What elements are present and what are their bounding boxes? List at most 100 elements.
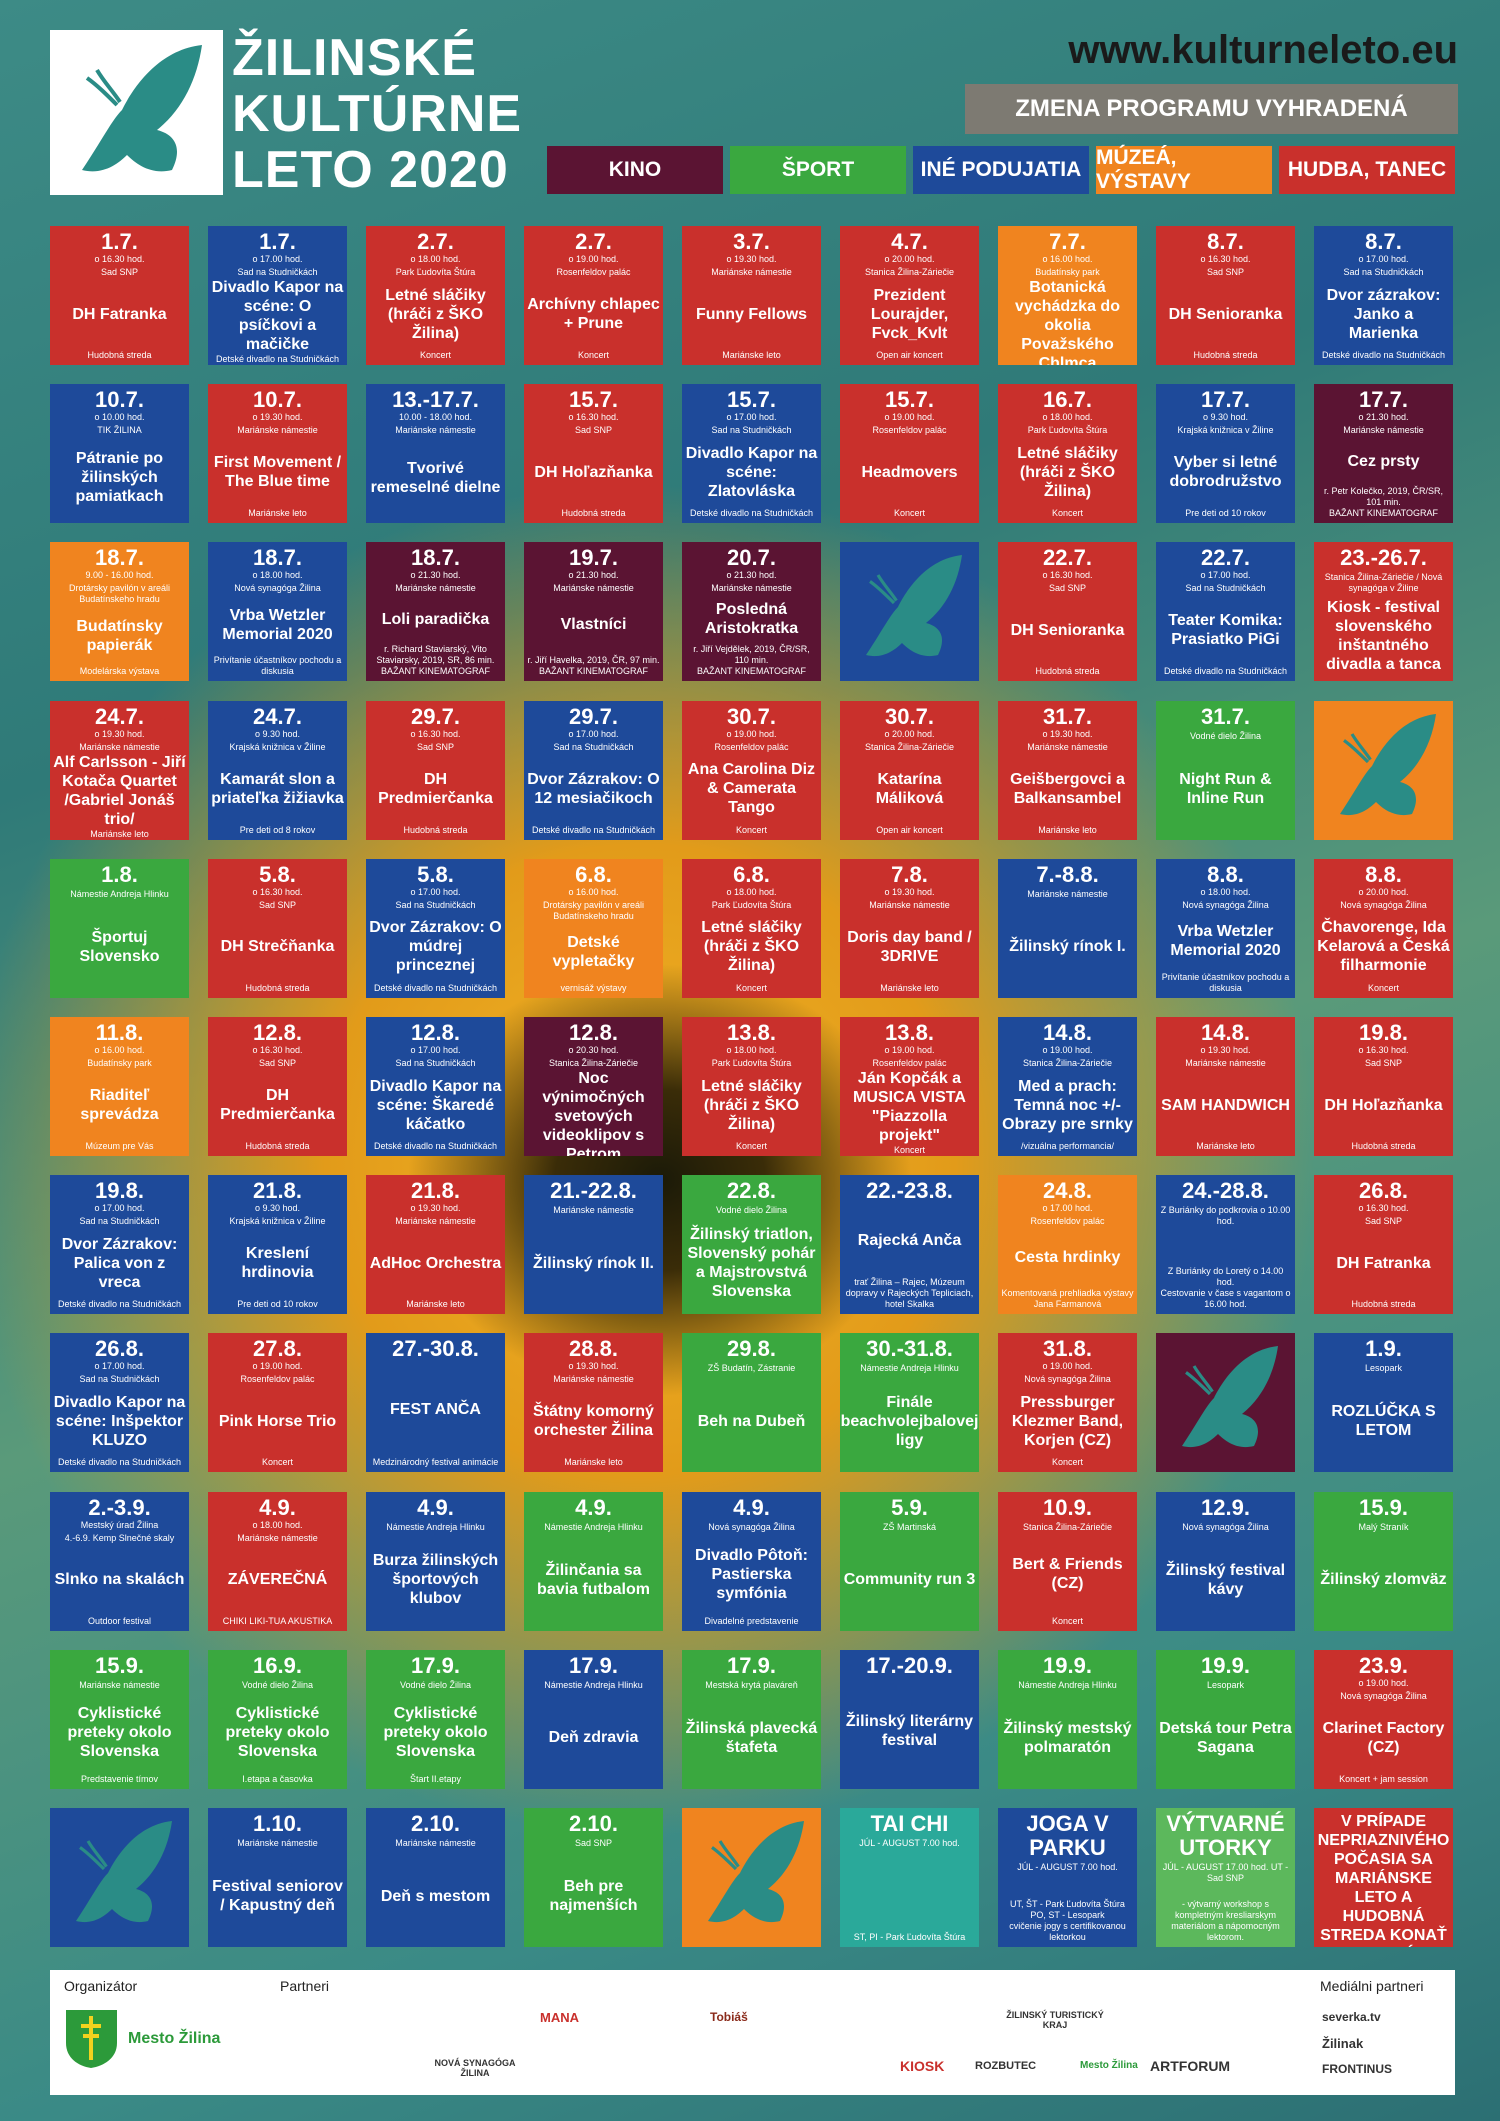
event-place: Sad SNP [574, 425, 613, 436]
event-date: 21.8. [411, 1178, 460, 1204]
event-date: 7.7. [1049, 229, 1086, 254]
event-time: o 19.00 hod. [726, 728, 777, 739]
event-time: o 9.30 hod. [254, 728, 301, 739]
event-date: 1.7. [101, 229, 138, 254]
event-place: Lesopark [1206, 1679, 1245, 1690]
event-time: o 9.30 hod. [1202, 412, 1249, 423]
event-note: Z Buriánky do Loretý o 14.00 hod. Cestov… [1160, 1266, 1291, 1310]
event-title: Žilinčania sa bavia futbalom [537, 1561, 650, 1598]
partner-rozbutec: ROZBUTEC [975, 2060, 1037, 2072]
event-time: o 16.30 hod. [94, 254, 145, 264]
event-tile: 29.8. ZŠ Budatín, Zástranie Beh na Dubeň [682, 1333, 821, 1473]
event-time: o 21.30 hod. [568, 570, 619, 581]
event-place: Rosenfeldov palác [714, 741, 789, 752]
event-place: Mariánske námestie [79, 1679, 160, 1690]
event-tile: 12.8. o 16.30 hod. Sad SNP DH Predmierčanka… [208, 1017, 347, 1156]
media-severka: severka.tv [1322, 2010, 1381, 2024]
event-place: Sad SNP [258, 1058, 297, 1068]
event-title: Vrba Wetzler Memorial 2020 [1170, 923, 1281, 960]
event-title: Dvor zázrakov: Janko a Marienka [1326, 286, 1441, 342]
event-title: Žilinský mestský polmaratón [1003, 1719, 1132, 1756]
event-time: o 19.30 hod. [1200, 1045, 1251, 1055]
event-date: 29.7. [569, 703, 618, 729]
event-time: 9.00 - 16.00 hod. [85, 570, 154, 581]
event-date: 27.-30.8. [392, 1336, 479, 1362]
event-date: 19.7. [569, 545, 618, 571]
event-title: Žilinský rínok I. [1009, 938, 1126, 956]
event-tile: 10.7. o 19.30 hod. Mariánske námestie First… [208, 384, 347, 524]
event-date: 15.7. [569, 387, 618, 413]
event-title: Loli paradička [381, 610, 490, 628]
event-date: 17.7. [1359, 387, 1408, 413]
legend-muzea-vystavy: MÚZEÁ, VÝSTAVY [1096, 146, 1272, 194]
event-note: Mariánske leto [90, 828, 149, 839]
event-title: Štátny komorný orchester Žilina [533, 1403, 654, 1440]
event-place: JÚL - AUGUST 7.00 hod. [859, 1838, 960, 1848]
event-place: Drotársky pavilón v areáli Budatínskeho … [68, 583, 171, 605]
event-tile: 19.8. o 16.30 hod. Sad SNP DH Hoľazňanka Hud… [1314, 1017, 1453, 1156]
event-place: Park Ľudovíta Štúra [395, 267, 476, 277]
event-tile: 6.8. o 16.00 hod. Drotársky pavilón v areá… [524, 858, 663, 998]
event-place: JÚL - AUGUST 17.00 hod. UT - Sad SNP [1162, 1862, 1289, 1883]
event-date: 10.7. [253, 387, 302, 413]
event-title: Divadlo Kapor na scéne: O psíčkovi a mač… [211, 279, 344, 353]
event-title: Rajecká Anča [857, 1231, 962, 1249]
event-title: Headmovers [861, 463, 958, 481]
event-note: I.etapa a časovka [242, 1773, 313, 1784]
event-tile: 5.8. o 16.30 hod. Sad SNP DH Strečňanka Hudo… [208, 858, 347, 998]
event-place: Mariánske námestie [711, 583, 792, 594]
event-place: Sad na Studničkách [395, 1058, 476, 1068]
event-tile: 15.9. Malý Straník Žilinský zlomväz [1314, 1491, 1453, 1631]
event-title: Divadlo Kapor na scéne: Škaredé káčatko [369, 1077, 502, 1133]
event-place: Námestie Andreja Hlinku [544, 1679, 643, 1690]
event-note: - výtvarný workshop s kompletným kreslia… [1171, 1899, 1280, 1942]
event-place: Krajská knižnica v Žiline [229, 1216, 326, 1227]
event-date: 12.8. [569, 1020, 618, 1045]
event-place: ZŠ Budatín, Zástranie [707, 1363, 796, 1374]
event-time: o 18.00 hod. [252, 570, 303, 581]
event-title: DH Predmierčanka [220, 1087, 335, 1123]
event-note: CHIKI LIKI-TUA AKUSTIKA [222, 1615, 333, 1626]
event-tile: 17.9. Námestie Andreja Hlinku Deň zdravia [524, 1649, 663, 1789]
event-tile: 19.9. Námestie Andreja Hlinku Žilinský mes… [998, 1649, 1137, 1789]
butterfly-icon [850, 549, 970, 674]
event-date: 4.9. [575, 1494, 612, 1520]
event-date: 3.7. [733, 229, 770, 254]
event-note: Pre deti od 10 rokov [1185, 508, 1266, 519]
event-title: Finále beachvolejbalovej ligy [840, 1393, 979, 1449]
event-date: 5.8. [417, 861, 454, 887]
program-change-notice: ZMENA PROGRAMU VYHRADENÁ [965, 84, 1458, 134]
event-time: o 19.30 hod. [410, 1203, 461, 1214]
website-url[interactable]: www.kulturneleto.eu [1068, 28, 1458, 72]
event-title: Čhavorenge, Ida Kelarová a Česká filharm… [1317, 919, 1450, 975]
event-place: Sad SNP [100, 267, 139, 277]
event-place: Mariánske námestie [237, 425, 318, 436]
event-date: 29.7. [411, 703, 460, 729]
event-title: Alf Carlsson - Jiří Kotača Quartet /Gabr… [53, 753, 186, 828]
event-place: Stanica Žilina-Záriečie [548, 1058, 639, 1068]
event-title: Vrba Wetzler Memorial 2020 [222, 606, 333, 643]
event-title: Night Run & Inline Run [1179, 770, 1272, 807]
event-place: Sad SNP [416, 741, 455, 752]
event-place: Vodné dielo Žilina [399, 1679, 472, 1690]
event-date: 17.7. [1201, 387, 1250, 413]
event-time: o 19.30 hod. [252, 412, 303, 423]
event-date: 19.9. [1201, 1652, 1250, 1678]
event-date: 8.7. [1365, 229, 1402, 254]
event-time: o 20.30 hod. [568, 1045, 619, 1055]
partner-nova-synagoga: NOVÁ SYNAGÓGA ŽILINA [434, 2058, 516, 2078]
event-note: Koncert [1051, 1457, 1084, 1468]
event-tile: 21.8. o 9.30 hod. Krajská knižnica v Žilin… [208, 1175, 347, 1315]
event-date: TAI CHI [870, 1811, 949, 1836]
event-time: 10.00 - 18.00 hod. [398, 412, 473, 423]
event-time: o 17.00 hod. [1042, 1203, 1093, 1214]
event-place: Mariánske námestie [1343, 425, 1424, 436]
event-date: 17.9. [569, 1652, 618, 1678]
event-place: TIK ŽILINA [97, 425, 142, 436]
event-place: Nová synagóga Žilina [1182, 1521, 1269, 1532]
event-title: Športuj Slovensko [79, 928, 160, 965]
event-date: 22.8. [727, 1178, 776, 1204]
event-time: o 19.00 hod. [1042, 1361, 1093, 1372]
event-tile: 16.9. Vodné dielo Žilina Cyklistické prete… [208, 1649, 347, 1789]
event-date: 13.8. [727, 1020, 776, 1045]
